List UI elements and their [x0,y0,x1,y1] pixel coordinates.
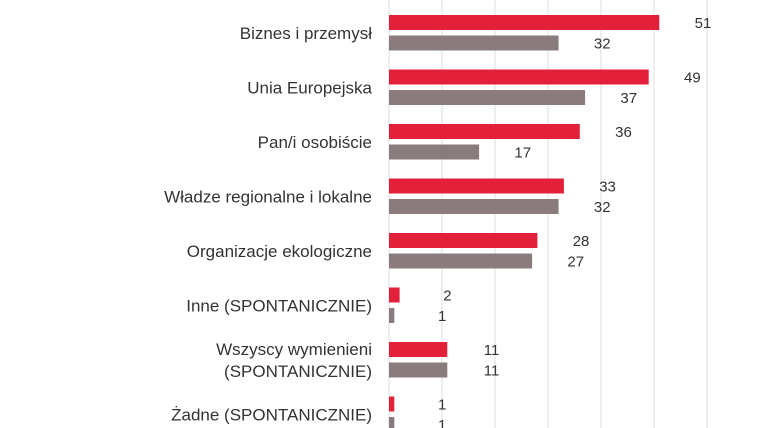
category-label: Biznes i przemysł [240,24,372,43]
bar [389,124,580,139]
bar [389,287,400,303]
bar [389,253,533,269]
value-label: 11 [484,342,500,359]
category-label: Inne (SPONTANICZNIE) [186,296,372,315]
bar [389,233,538,248]
category-label: Unia Europejska [247,78,372,97]
bars [389,15,660,428]
bar [389,35,559,51]
category-label: Żadne (SPONTANICZNIE) [171,405,372,424]
value-label: 37 [620,90,637,107]
category-label: Organizacje ekologiczne [187,242,372,261]
value-label: 11 [484,363,500,380]
value-label: 17 [514,145,531,162]
value-label: 27 [567,254,584,271]
category-label: Władze regionalne i lokalne [164,187,372,206]
value-label: 32 [594,36,611,53]
category-label: Wszyscy wymienieni (SPONTANICZNIE) [216,340,372,381]
bar [389,199,559,214]
value-label: 36 [615,124,632,141]
value-label: 28 [573,233,590,250]
value-label: 49 [684,70,701,87]
bar [389,342,448,357]
bar [389,362,448,378]
bar [389,178,564,194]
value-label: 1 [438,397,446,414]
value-label: 33 [599,179,616,196]
bar [389,396,395,412]
bar [389,308,395,323]
value-label: 51 [695,15,712,32]
bar [389,144,480,160]
bar [389,15,660,30]
value-label: 32 [594,199,611,216]
value-label: 1 [438,417,446,428]
value-label: 2 [443,288,451,305]
bar [389,90,586,105]
category-labels: Biznes i przemysł Unia Europejska Pan/i os… [164,24,372,425]
bar [389,417,395,428]
category-label: Pan/i osobiście [258,133,372,152]
value-label: 1 [438,308,446,325]
bar [389,69,649,85]
